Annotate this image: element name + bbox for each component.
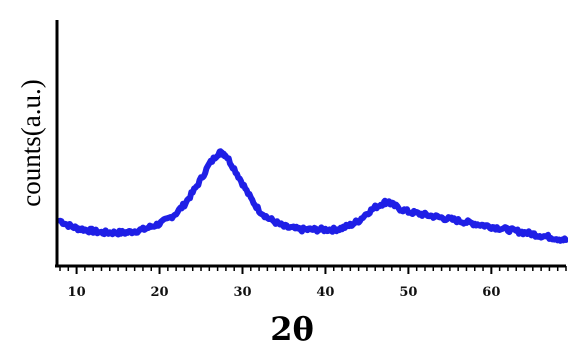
x-tick-label: 10 bbox=[68, 285, 86, 300]
y-axis-title: counts(a.u.) bbox=[16, 79, 46, 206]
x-tick-labels: 10 20 30 40 50 60 bbox=[68, 285, 501, 300]
x-tick-label: 30 bbox=[233, 285, 251, 300]
x-tick-label: 20 bbox=[150, 285, 168, 300]
x-axis-title: 2θ bbox=[270, 310, 314, 348]
x-tick-label: 50 bbox=[399, 285, 417, 300]
x-tick-label: 60 bbox=[482, 285, 500, 300]
series-line bbox=[57, 148, 568, 244]
x-tick-label: 40 bbox=[316, 285, 334, 300]
